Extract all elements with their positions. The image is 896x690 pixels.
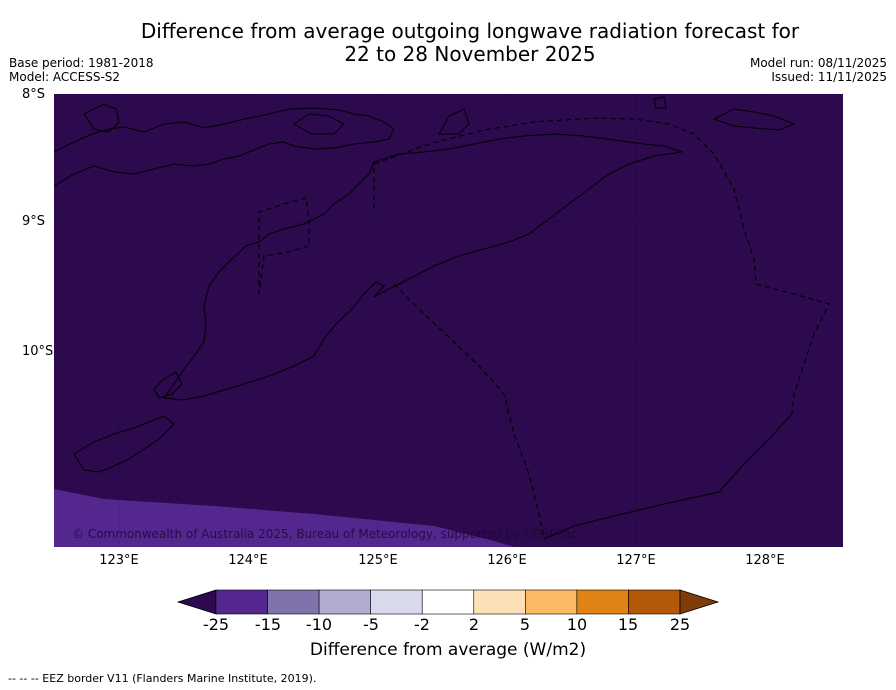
colorbar-cell: [473, 589, 526, 615]
colorbar-tick-5: 5: [519, 615, 531, 634]
lon-label-124e: 124°E: [228, 553, 268, 568]
colorbar-tick-10: 10: [566, 615, 588, 634]
coastline-north-small-5: [712, 108, 796, 131]
model-name: Model: ACCESS-S2: [9, 70, 121, 84]
colorbar-cell: [576, 589, 629, 615]
map-background: [54, 94, 843, 547]
colorbar-tick-neg25: -25: [202, 615, 230, 634]
coastline-north-small-4: [653, 96, 667, 109]
title-line-1: Difference from average outgoing longwav…: [140, 19, 800, 43]
coastline-north-small-1: [83, 103, 120, 133]
eez-border: [258, 117, 830, 540]
coastline-north-small-3: [438, 108, 470, 135]
colorbar-tick-neg2: -2: [414, 615, 430, 634]
issued-date: Issued: 11/11/2025: [771, 70, 887, 84]
colorbar-cell: [215, 589, 268, 615]
colorbar-cell: [525, 589, 578, 615]
eez-border-solid: [543, 413, 793, 540]
coastline-north-islands: [54, 107, 395, 187]
map-panel: © Commonwealth of Australia 2025, Bureau…: [54, 94, 843, 547]
lat-label-9s: 9°S: [22, 214, 46, 229]
lon-label-126e: 126°E: [487, 553, 527, 568]
colorbar-tick-15: 15: [617, 615, 639, 634]
meta-left: Base period: 1981-2018 Model: ACCESS-S2: [9, 56, 154, 84]
colorbar-cells: [215, 589, 681, 615]
anomaly-region: [54, 489, 514, 547]
colorbar-tick-neg10: -10: [305, 615, 333, 634]
meta-right: Model run: 08/11/2025 Issued: 11/11/2025: [750, 56, 887, 84]
model-run: Model run: 08/11/2025: [749, 56, 887, 70]
colorbar-tick-neg5: -5: [363, 615, 379, 634]
lon-label-128e: 128°E: [745, 553, 785, 568]
colorbar-cell: [628, 589, 681, 615]
colorbar-tick-2: 2: [468, 615, 480, 634]
coastline-sawu: [73, 415, 175, 473]
colorbar-tick-25: 25: [669, 615, 691, 634]
lon-label-127e: 127°E: [616, 553, 656, 568]
footnote-eez: -- -- -- EEZ border V11 (Flanders Marine…: [8, 672, 317, 685]
title-line-2: 22 to 28 November 2025: [344, 42, 596, 66]
coastlines: [54, 96, 796, 473]
colorbar-cell: [370, 589, 423, 615]
base-period: Base period: 1981-2018: [9, 56, 154, 70]
colorbar-max-arrow: [679, 589, 720, 615]
graticule: [54, 94, 843, 547]
lat-label-8s: 8°S: [22, 87, 46, 102]
copyright-text: © Commonwealth of Australia 2025, Bureau…: [72, 527, 577, 541]
lon-label-125e: 125°E: [358, 553, 398, 568]
lat-label-10s: 10°S: [22, 344, 54, 359]
lon-label-123e: 123°E: [99, 553, 139, 568]
chart-title: Difference from average outgoing longwav…: [120, 20, 820, 66]
colorbar-cell: [267, 589, 320, 615]
colorbar-tick-neg15: -15: [254, 615, 282, 634]
colorbar-cell: [421, 589, 475, 615]
coastline-north-small-2: [293, 113, 345, 135]
colorbar-min-arrow: [176, 589, 217, 615]
colorbar-cell: [318, 589, 371, 615]
coastline-roti: [153, 371, 183, 399]
colorbar-label: Difference from average (W/m2): [309, 640, 587, 660]
coastline-timor: [163, 133, 683, 401]
